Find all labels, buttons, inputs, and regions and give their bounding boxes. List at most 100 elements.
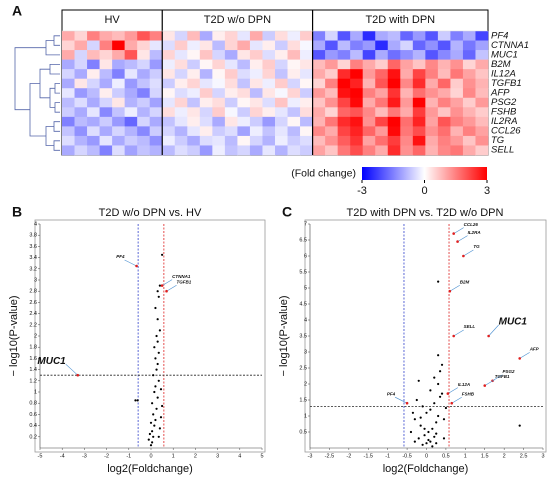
heatmap-cell (62, 116, 75, 127)
heatmap-cell (287, 107, 301, 118)
heatmap-cell (412, 31, 426, 41)
heatmap-cell (350, 145, 364, 156)
heatmap-cell (425, 135, 439, 146)
heatmap-cell (224, 78, 238, 89)
heatmap-cell (412, 88, 426, 99)
point (487, 334, 490, 338)
heatmap-cell (450, 50, 464, 60)
heatmap-cell (387, 97, 401, 108)
point (147, 438, 150, 441)
heatmap-cell (325, 116, 338, 127)
point (417, 379, 420, 382)
y-tick-label: 2 (34, 333, 37, 339)
heatmap-cell (237, 116, 251, 127)
point (435, 442, 438, 445)
point (161, 253, 164, 256)
heatmap-cell (237, 40, 251, 51)
heatmap-cell (387, 107, 401, 118)
heatmap-cell (375, 69, 389, 79)
heatmap-cell (425, 97, 439, 108)
heatmap-cell (149, 97, 163, 108)
heatmap-cell (450, 59, 464, 70)
heatmap-cell (437, 135, 451, 146)
heatmap-cell (174, 88, 188, 99)
heatmap-cell (400, 145, 414, 156)
heatmap-cell (74, 88, 88, 99)
point (165, 289, 168, 293)
heatmap-cell (362, 59, 376, 70)
heatmap-cell (237, 50, 251, 60)
heatmap-cell (237, 78, 251, 89)
heatmap-cell (437, 126, 451, 137)
heatmap-cell (224, 126, 238, 137)
heatmap-cell (174, 50, 188, 60)
heatmap-cell (212, 145, 226, 156)
colorbar-tick-label: 0 (421, 185, 427, 197)
heatmap-cell (249, 88, 263, 99)
point (152, 413, 155, 416)
heatmap-cell (112, 88, 125, 99)
annotation-leader (449, 284, 460, 292)
heatmap-cell (362, 88, 376, 99)
heatmap-cell (162, 116, 176, 127)
heatmap-cell (87, 50, 100, 60)
heatmap-cell (425, 145, 439, 156)
point (429, 389, 432, 392)
panel-label: C (282, 204, 292, 220)
heatmap-cell (412, 145, 426, 156)
heatmap-cell (62, 145, 75, 156)
heatmap-cell (237, 59, 251, 70)
y-tick-label: 0.6 (29, 412, 37, 418)
heatmap-cell (74, 69, 88, 79)
heatmap-cell (99, 116, 113, 127)
heatmap-cell (287, 31, 301, 41)
point (429, 408, 432, 411)
point (442, 437, 446, 440)
point (427, 438, 430, 442)
heatmap-cell (162, 107, 176, 118)
heatmap-cell (74, 40, 88, 51)
heatmap-cell (337, 107, 351, 118)
point (148, 432, 151, 436)
point (409, 430, 413, 434)
heatmap-cell (462, 145, 476, 156)
heatmap-cell (137, 40, 151, 51)
heatmap-cell (262, 135, 276, 146)
x-tick-label: 3 (541, 453, 544, 459)
annotation-leader (65, 363, 78, 376)
heatmap-cell (362, 78, 376, 89)
y-tick-label: 2.4 (29, 311, 37, 317)
heatmap-cell (425, 40, 439, 51)
heatmap-cell (124, 31, 138, 41)
heatmap-cell (475, 40, 489, 51)
point (159, 388, 163, 391)
point (425, 411, 428, 414)
heatmap-cell (187, 78, 201, 89)
annotation-label: CCL26 (464, 222, 479, 227)
colorbar-label: (Fold change) (291, 167, 356, 179)
heatmap-cell (475, 69, 489, 79)
heatmap-cell (237, 97, 251, 108)
heatmap-cell (199, 78, 213, 89)
heatmap-cell (337, 135, 351, 146)
heatmap-cell (187, 135, 201, 146)
heatmap-cell (162, 59, 176, 70)
heatmap-cell (224, 88, 238, 99)
y-tick-label: 2.6 (29, 300, 37, 306)
heatmap-cell (187, 40, 201, 51)
point (156, 340, 159, 343)
heatmap-cell (249, 107, 263, 118)
heatmap-cell (124, 107, 138, 118)
heatmap-cell (287, 69, 301, 79)
point (156, 362, 159, 366)
point (437, 414, 440, 418)
group-label: T2D w/o DPN (204, 14, 271, 26)
heatmap-cell (387, 50, 401, 60)
heatmap-cell (124, 40, 138, 51)
heatmap-cell (375, 145, 389, 156)
heatmap-cell (462, 40, 476, 51)
heatmap-cell (174, 69, 188, 79)
heatmap-cell (162, 97, 176, 108)
heatmap-cell (450, 31, 464, 41)
chart-title: T2D with DPN vs. T2D w/o DPN (347, 207, 504, 219)
